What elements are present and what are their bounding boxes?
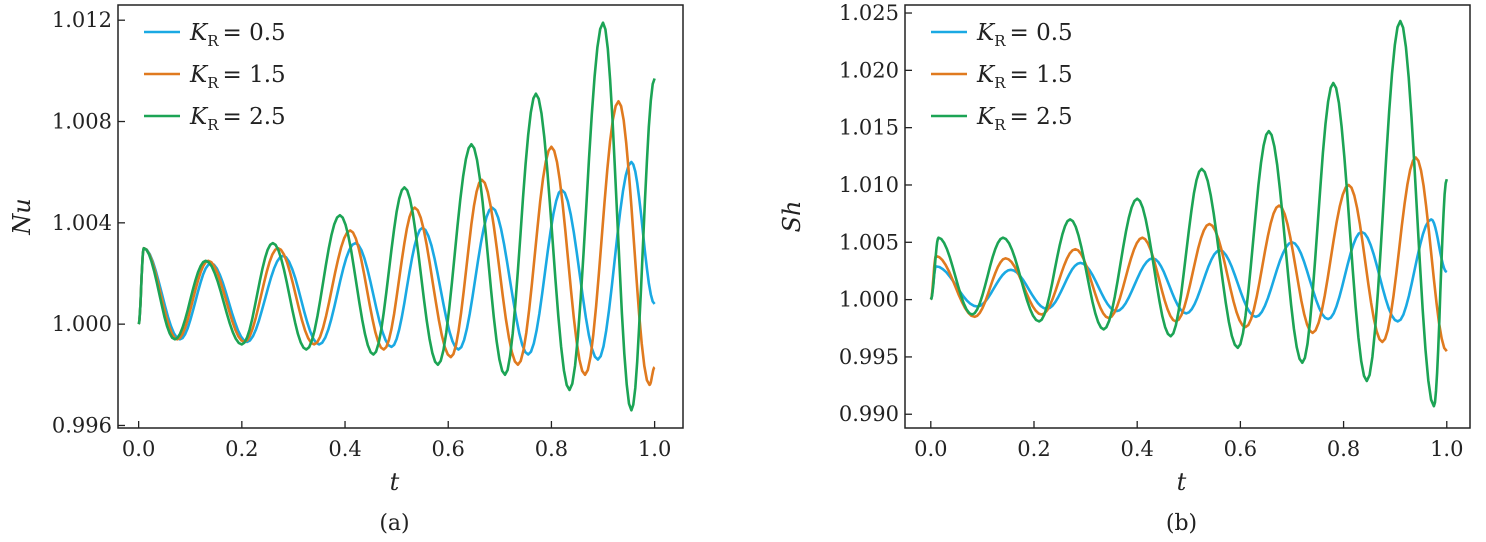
y-axis-label: Nu [8,198,36,235]
y-tick-label: 1.010 [839,173,899,197]
y-tick-label: 0.996 [52,413,112,437]
y-tick-label: 1.025 [839,1,899,25]
subplot-b: 0.0 0.2 0.4 0.6 0.8 1.0 0.990 0.995 1.000 1.005 1.… [778,1,1471,536]
series-line-kr-2.5 [137,21,656,412]
x-axis-label: t [390,468,400,496]
x-tick-label: 0.2 [1017,437,1050,461]
series-line-kr-1.5 [137,100,656,387]
series-line-kr-1.5 [929,156,1448,353]
x-tick-label: 0.4 [328,437,361,461]
y-tick-label: 1.000 [52,312,112,336]
legend-item: KR = 1.5 [931,62,1073,92]
subplot-caption: (b) [1166,511,1197,536]
legend: KR = 0.5 KR = 1.5 KR = 2.5 [144,20,286,134]
y-tick-label: 0.990 [839,402,899,426]
y-tick-label: 1.012 [52,8,112,32]
series-line-kr-0.5 [929,218,1448,323]
y-tick-label: 1.008 [52,110,112,134]
legend-item: KR = 1.5 [144,62,286,92]
y-tick-label: 1.005 [839,230,899,254]
x-tick-label: 0.8 [535,437,568,461]
x-tick-label: 0.6 [1224,437,1257,461]
series-line-kr-0.5 [137,160,656,361]
x-tick-label: 0.2 [225,437,258,461]
y-tick-label: 0.995 [839,345,899,369]
plot-frame [904,4,1471,429]
series-line-kr-2.5 [929,19,1449,408]
y-tick-label: 1.004 [52,211,112,235]
x-axis-label: t [1177,468,1187,496]
legend-item: KR = 0.5 [144,20,286,50]
x-tick-label: 0.4 [1120,437,1153,461]
legend-item: KR = 0.5 [931,20,1073,50]
y-tick-label: 1.000 [839,288,899,312]
legend-label: KR = 1.5 [189,62,286,92]
y-tick-label: 1.015 [839,116,899,140]
legend-label: KR = 1.5 [976,62,1073,92]
x-tick-label: 1.0 [1430,437,1463,461]
legend-item: KR = 2.5 [931,104,1073,134]
x-tick-label: 0.6 [432,437,465,461]
x-tick-label: 0.8 [1327,437,1360,461]
plot-frame [117,4,684,429]
subplot-a: 0.0 0.2 0.4 0.6 0.8 1.0 0.996 1.000 1.004 1.008 1.… [8,4,684,536]
legend-label: KR = 0.5 [189,20,286,50]
x-tick-label: 0.0 [122,437,155,461]
legend: KR = 0.5 KR = 1.5 KR = 2.5 [931,20,1073,134]
subplot-caption: (a) [379,511,409,536]
legend-label: KR = 0.5 [976,20,1073,50]
x-tick-label: 0.0 [914,437,947,461]
y-axis-label: Sh [778,201,806,233]
legend-label: KR = 2.5 [189,104,286,134]
y-tick-label: 1.020 [839,58,899,82]
legend-item: KR = 2.5 [144,104,286,134]
legend-label: KR = 2.5 [976,104,1073,134]
x-tick-label: 1.0 [638,437,671,461]
